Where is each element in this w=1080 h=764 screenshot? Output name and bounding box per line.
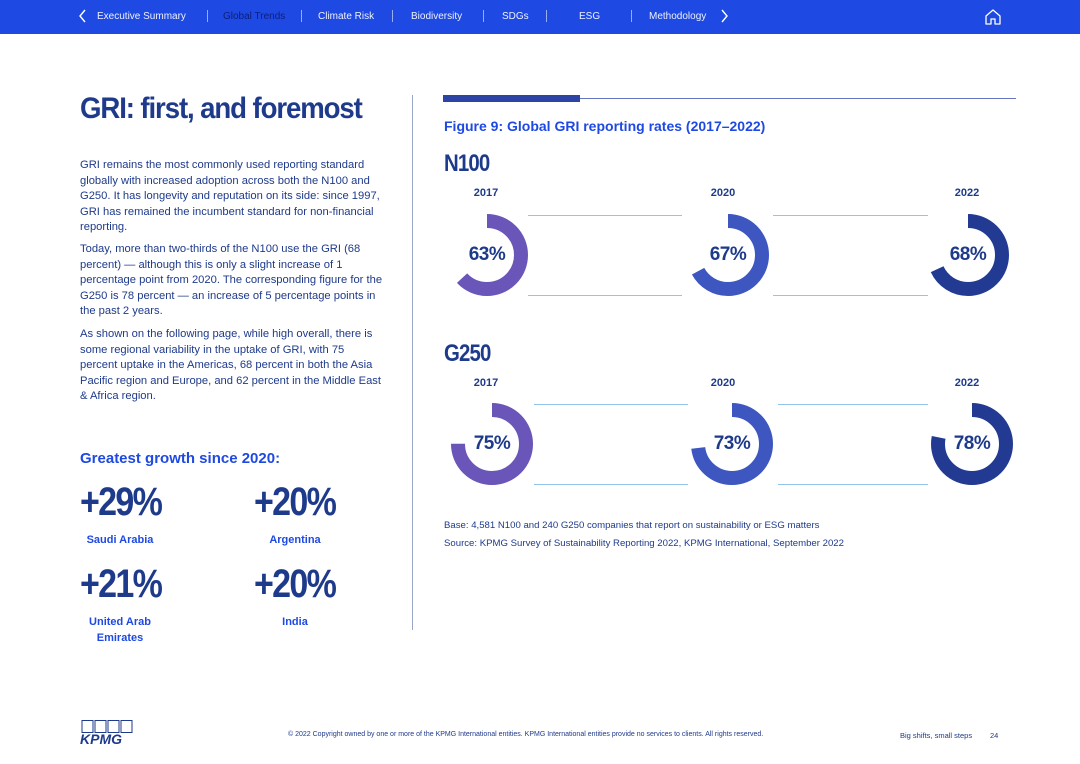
donut-arc [691, 403, 773, 485]
nav-separator [301, 10, 302, 22]
donut-g250-2022: 78% [929, 401, 1015, 487]
donut-ring [691, 403, 773, 485]
group-name-g250: G250 [444, 340, 491, 367]
donut-arc [931, 403, 1013, 485]
kpmg-logo: KPMG [80, 720, 136, 747]
figure-title: Figure 9: Global GRI reporting rates (20… [444, 118, 766, 134]
growth-label-argentina: Argentina [269, 534, 321, 546]
svg-text:KPMG: KPMG [80, 731, 122, 746]
page-title: GRI: first, and foremost [80, 92, 363, 125]
chevron-right-icon[interactable] [719, 9, 729, 23]
donut-n100-2022: 68% [925, 212, 1011, 298]
column-divider [412, 95, 413, 630]
home-icon[interactable] [984, 8, 1002, 26]
year-g250-2020: 2020 [710, 377, 736, 389]
donut-label-g250-2022: 78% [953, 433, 991, 454]
donut-n100-2020: 67% [685, 212, 771, 298]
footer-tagline: Big shifts, small steps [900, 731, 973, 740]
connector-line [773, 215, 928, 216]
donut-label-n100-2020: 67% [709, 244, 747, 265]
connector-line [773, 295, 928, 296]
donut-g250-2017: 75% [449, 401, 535, 487]
year-n100-2017: 2017 [473, 187, 499, 199]
nav-item-esg[interactable]: ESG [579, 11, 601, 22]
nav-item-executive-summary[interactable]: Executive Summary [97, 11, 186, 22]
donut-arc [687, 214, 769, 296]
nav-item-climate-risk[interactable]: Climate Risk [318, 11, 375, 22]
connector-line [528, 295, 682, 296]
donut-arc [451, 403, 533, 485]
nav-separator [483, 10, 484, 22]
nav-item-biodiversity[interactable]: Biodiversity [411, 11, 463, 22]
growth-value-argentina: +20% [254, 480, 337, 524]
nav-item-global-trends[interactable]: Global Trends [223, 11, 286, 22]
group-name-n100: N100 [444, 150, 490, 177]
paragraph-intro: GRI remains the most commonly used repor… [80, 159, 380, 234]
donut-ring [927, 214, 1009, 296]
donut-ring [687, 214, 769, 296]
donut-n100-2017: 63% [444, 212, 530, 298]
donut-ring [931, 403, 1013, 485]
donut-g250-2020: 73% [689, 401, 775, 487]
growth-label-uae: United Arab Emirates [89, 616, 151, 644]
connector-line [528, 215, 682, 216]
source-note: Source: KPMG Survey of Sustainability Re… [444, 538, 844, 549]
figure-rule [580, 98, 1016, 99]
nav-separator [546, 10, 547, 22]
year-n100-2020: 2020 [710, 187, 736, 199]
growth-value-saudi-arabia: +29% [80, 480, 163, 524]
nav-item-methodology[interactable]: Methodology [649, 11, 707, 22]
year-g250-2017: 2017 [473, 377, 499, 389]
growth-value-uae: +21% [80, 562, 163, 606]
figure-accent-bar [443, 95, 580, 102]
growth-value-india: +20% [254, 562, 337, 606]
donut-label-n100-2022: 68% [949, 244, 987, 265]
nav-item-sdgs[interactable]: SDGs [502, 11, 529, 22]
donut-arc [927, 214, 1009, 296]
growth-heading: Greatest growth since 2020: [80, 450, 281, 467]
donut-label-g250-2020: 73% [713, 433, 751, 454]
connector-line [534, 404, 688, 405]
nav-separator [392, 10, 393, 22]
nav-separator [207, 10, 208, 22]
donut-label-n100-2017: 63% [468, 244, 506, 265]
base-note: Base: 4,581 N100 and 240 G250 companies … [444, 520, 820, 531]
paragraph-n100-g250: Today, more than two-thirds of the N100 … [80, 243, 383, 318]
growth-label-india: India [282, 616, 308, 628]
donut-label-g250-2017: 75% [473, 433, 511, 454]
donut-ring [451, 403, 533, 485]
year-g250-2022: 2022 [954, 377, 980, 389]
chevron-left-icon[interactable] [78, 9, 88, 23]
connector-line [778, 484, 928, 485]
year-n100-2022: 2022 [954, 187, 980, 199]
paragraph-regional: As shown on the following page, while hi… [80, 328, 382, 403]
copyright-text: © 2022 Copyright owned by one or more of… [288, 731, 764, 738]
donut-arc [446, 214, 528, 296]
connector-line [534, 484, 688, 485]
donut-ring [446, 214, 528, 296]
nav-separator [631, 10, 632, 22]
connector-line [778, 404, 928, 405]
top-navigation: Executive Summary Global Trends Climate … [0, 0, 1080, 34]
growth-label-saudi-arabia: Saudi Arabia [86, 534, 154, 546]
page-number: 24 [990, 731, 999, 740]
